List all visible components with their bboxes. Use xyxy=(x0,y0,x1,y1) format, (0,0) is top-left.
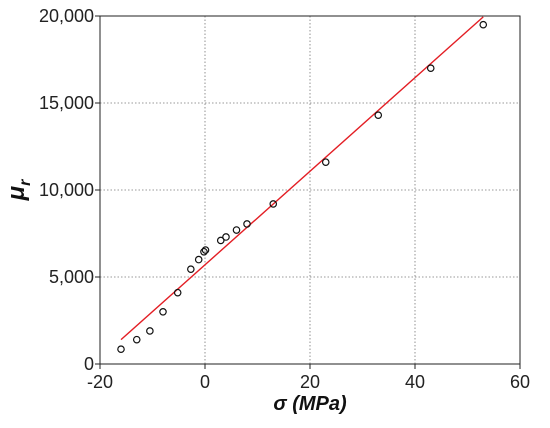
fit-line xyxy=(120,16,484,341)
x-tick-label: 40 xyxy=(405,372,425,392)
data-point xyxy=(194,255,203,264)
y-tick-label: 20,000 xyxy=(39,6,94,26)
y-tick-label: 15,000 xyxy=(39,93,94,113)
y-tick-label: 0 xyxy=(84,354,94,374)
y-tick-label: 5,000 xyxy=(49,267,94,287)
y-tick-labels: 0 5,000 10,000 15,000 20,000 xyxy=(39,6,94,374)
x-tick-label: 0 xyxy=(200,372,210,392)
x-tick-label: 60 xyxy=(510,372,530,392)
fit-line-layer xyxy=(120,16,484,341)
data-point xyxy=(479,20,488,29)
data-point xyxy=(146,327,154,335)
data-point xyxy=(132,335,141,344)
data-point xyxy=(222,233,230,241)
data-point xyxy=(201,246,210,254)
data-point xyxy=(426,64,435,73)
data-point xyxy=(173,288,182,297)
data-point xyxy=(187,265,195,273)
data-point xyxy=(117,345,125,354)
y-axis-symbol: μ xyxy=(3,185,30,201)
data-point xyxy=(232,226,241,234)
data-point xyxy=(321,158,330,166)
data-point xyxy=(243,220,251,228)
data-point xyxy=(374,111,383,119)
data-point xyxy=(216,236,225,245)
x-axis-title: σ (MPa) xyxy=(273,393,347,415)
x-tick-labels: -20 0 20 40 60 xyxy=(87,372,530,392)
x-tick-label: 20 xyxy=(300,372,320,392)
axis-ticks xyxy=(95,15,521,369)
grid xyxy=(100,16,520,364)
y-axis-title: μr xyxy=(3,179,34,201)
data-point xyxy=(269,200,278,208)
y-axis-subscript: r xyxy=(17,179,34,186)
data-points xyxy=(117,20,488,354)
data-point xyxy=(200,247,208,256)
y-tick-label: 10,000 xyxy=(39,180,94,200)
data-point xyxy=(159,307,167,316)
x-tick-label: -20 xyxy=(87,372,113,392)
